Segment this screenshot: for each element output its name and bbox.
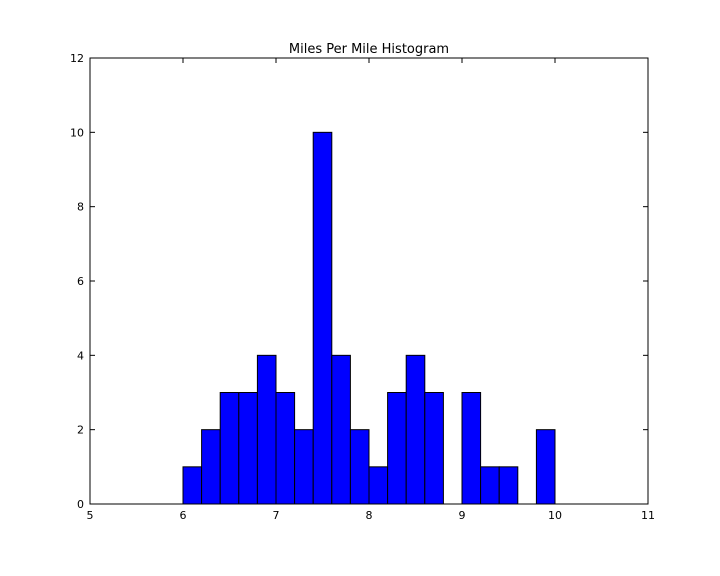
x-tick-label: 6: [180, 509, 187, 522]
histogram-bar: [461, 392, 482, 505]
y-tick-label: 4: [77, 349, 84, 362]
histogram-bar: [219, 392, 240, 505]
histogram-bar: [387, 392, 407, 505]
histogram-bar: [331, 354, 351, 505]
y-tick-label: 10: [70, 126, 84, 139]
x-tick-label: 8: [366, 509, 373, 522]
ticks-group: 5 6 7 8 9 10 11 0 2 4 6 8 10 12: [70, 52, 655, 522]
histogram-bar: [294, 429, 314, 505]
histogram-bar: [368, 466, 389, 505]
histogram-bar: [498, 466, 519, 505]
y-tick-label: 8: [77, 201, 84, 214]
histogram-bar: [201, 429, 221, 505]
histogram-bar: [238, 392, 258, 505]
histogram-bar: [349, 429, 370, 505]
y-tick-label: 12: [70, 52, 84, 65]
x-tick-label: 10: [548, 509, 562, 522]
histogram-bar: [312, 131, 333, 505]
chart-title: Miles Per Mile Histogram: [289, 42, 449, 57]
x-tick-label: 7: [273, 509, 280, 522]
y-tick-label: 2: [77, 424, 84, 437]
y-tick-label: 6: [77, 275, 84, 288]
histogram-bar: [535, 429, 556, 505]
histogram-bar: [256, 354, 277, 505]
plot-area-frame: [89, 57, 649, 505]
x-tick-label: 11: [641, 509, 655, 522]
histogram-bar: [424, 392, 444, 505]
histogram-bar: [405, 354, 426, 505]
x-tick-label: 5: [87, 509, 94, 522]
histogram-bar: [275, 392, 296, 505]
bars-group: [182, 131, 556, 505]
histogram-bar: [480, 466, 500, 505]
y-tick-label: 0: [77, 498, 84, 511]
histogram-bar: [182, 466, 203, 505]
x-tick-label: 9: [459, 509, 466, 522]
